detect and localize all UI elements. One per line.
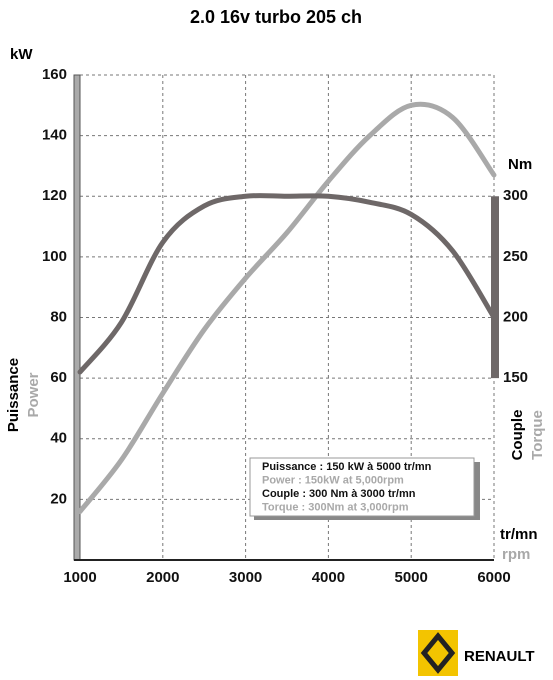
chart-title: 2.0 16v turbo 205 ch — [190, 7, 362, 27]
y-tick-label: 100 — [42, 248, 67, 265]
y2-tick-label: 150 — [503, 369, 528, 386]
annotation-text: Couple : 300 Nm à 3000 tr/mn — [262, 488, 416, 500]
y2-axis-bar — [491, 196, 499, 379]
line-series — [77, 101, 497, 514]
logo: RENAULT — [418, 630, 535, 676]
line-series — [77, 193, 497, 375]
x-tick-label: 4000 — [312, 569, 345, 586]
x-tick-label: 6000 — [477, 569, 510, 586]
annotation-text: Torque : 300Nm at 3,000rpm — [262, 501, 409, 513]
annotation-text: Puissance : 150 kW à 5000 tr/mn — [262, 461, 432, 473]
y-axis-unit: kW — [10, 46, 33, 63]
y2-tick-label: 200 — [503, 308, 528, 325]
logo-text: RENAULT — [464, 648, 535, 665]
y-axis-title-en: Power — [25, 372, 42, 417]
y-tick-label: 80 — [50, 308, 67, 325]
x-tick-label: 5000 — [395, 569, 428, 586]
x-tick-label: 3000 — [229, 569, 262, 586]
y2-axis-title: Couple — [509, 410, 526, 461]
y-tick-label: 20 — [50, 490, 67, 507]
x-tick-label: 2000 — [146, 569, 179, 586]
annotation-text: Power : 150kW at 5,000rpm — [262, 474, 404, 486]
y2-axis-title-en: Torque — [529, 410, 546, 460]
annotation-box — [249, 457, 475, 517]
y-tick-label: 60 — [50, 369, 67, 386]
y-tick-label: 40 — [50, 430, 67, 447]
y-tick-label: 160 — [42, 66, 67, 83]
y-tick-label: 140 — [42, 127, 67, 144]
y2-tick-label: 250 — [503, 248, 528, 265]
x-axis-unit: tr/mn — [500, 526, 538, 543]
y-axis-title: Puissance — [5, 358, 22, 432]
y2-tick-label: 300 — [503, 187, 528, 204]
y2-axis-unit: Nm — [508, 156, 532, 173]
x-axis-unit-en: rpm — [502, 546, 530, 563]
y-tick-label: 120 — [42, 187, 67, 204]
y-axis-bar — [73, 74, 81, 561]
logo-diamond — [420, 632, 456, 674]
x-tick-label: 1000 — [63, 569, 96, 586]
